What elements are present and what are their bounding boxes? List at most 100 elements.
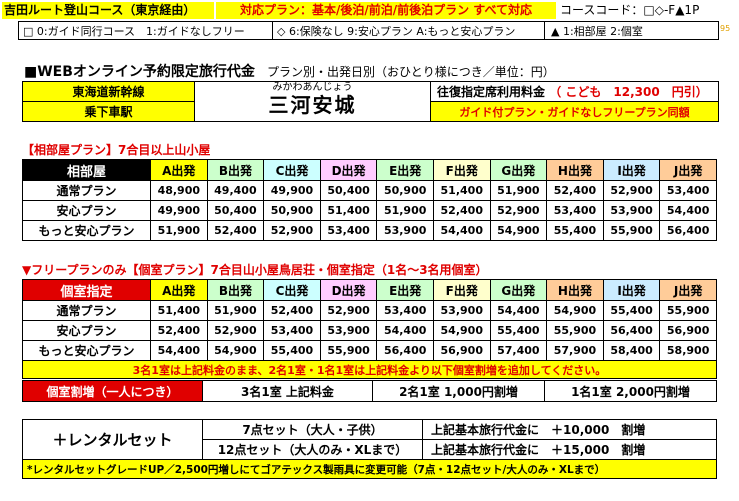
price-cell: 55,400	[489, 320, 548, 341]
price-cell: 52,900	[206, 320, 265, 341]
table-row: もっと安心プラン 54,400 54,900 55,400 55,900 56,…	[22, 340, 717, 361]
col-header-i: I出発	[602, 159, 661, 181]
price-cell: 51,400	[150, 300, 208, 321]
col-header-d: D出発	[319, 159, 378, 181]
price-cell: 55,400	[546, 220, 604, 241]
station-block: 東海道新幹線 みかわあんじょう 三河安城 往復指定席利用料金 （ こども 12,…	[22, 81, 719, 122]
private-section-title: ▼フリープランのみ【個室プラン】7合目山小屋鳥居荘・個室指定（1名～3名用個室）	[22, 263, 488, 277]
row-label: もっと安心プラン	[22, 340, 151, 361]
price-cell: 52,400	[546, 180, 604, 201]
price-cell: 51,900	[376, 200, 434, 221]
table-row: 安心プラン 52,400 52,900 53,400 53,900 54,400…	[22, 320, 717, 341]
course-code: コースコード：□◇-F▲1P	[560, 3, 700, 17]
rental-table: ＋レンタルセット 7点セット（大人・子供） 上記基本旅行代金に ＋10,000 …	[22, 419, 717, 479]
shared-table: 相部屋 A出発 B出発 C出発 D出発 E出発 F出発 G出発 H出発 I出発 …	[22, 159, 717, 241]
price-cell: 53,400	[263, 320, 321, 341]
fare-title-main: ■WEBオンライン予約限定旅行代金	[24, 64, 255, 80]
price-cell: 55,900	[546, 320, 604, 341]
row-label: 安心プラン	[22, 320, 151, 341]
col-header-h: H出発	[546, 279, 604, 301]
price-cell: 54,400	[150, 340, 208, 361]
price-cell: 53,400	[376, 300, 434, 321]
price-cell: 55,900	[659, 300, 717, 321]
price-cell: 56,900	[659, 320, 717, 341]
col-header-g: G出発	[489, 159, 548, 181]
surcharge-table: 個室割増（一人につき） 3名1室 上記料金 2名1室 1,000円割増 1名1室…	[22, 380, 717, 402]
price-cell: 53,400	[659, 180, 717, 201]
col-header-h: H出発	[546, 159, 604, 181]
price-cell: 53,400	[546, 200, 604, 221]
price-cell: 55,400	[263, 340, 321, 361]
price-cell: 52,900	[602, 180, 661, 201]
col-header-c: C出発	[263, 279, 321, 301]
col-header-f: F出発	[432, 279, 491, 301]
round-trip-cell: 往復指定席利用料金 （ こども 12,300 円引）	[430, 81, 719, 102]
price-cell: 50,400	[206, 200, 265, 221]
station-name: 三河安城	[268, 93, 357, 117]
col-header-f: F出発	[432, 159, 491, 181]
code-legend: □ 0:ガイド同行コース 1:ガイドなしフリー ◇ 6:保険なし 9:安心プラン…	[18, 21, 719, 40]
plan-support: 対応プラン：基本/後泊/前泊/前後泊プラン すべて対応	[216, 2, 556, 19]
surcharge-2-persons: 2名1室 1,000円割増	[372, 380, 545, 402]
col-header-j: J出発	[659, 159, 717, 181]
col-header-b: B出発	[206, 279, 265, 301]
price-cell: 50,400	[319, 180, 378, 201]
line-name: 東海道新幹線	[22, 81, 195, 102]
guide-note: ガイド付プラン・ガイドなしフリープラン同額	[430, 101, 719, 122]
price-cell: 55,900	[602, 220, 661, 241]
price-cell: 56,400	[602, 320, 661, 341]
price-cell: 52,900	[489, 200, 548, 221]
price-cell: 58,400	[602, 340, 661, 361]
price-cell: 54,400	[659, 200, 717, 221]
price-cell: 52,400	[206, 220, 265, 241]
row-label: 通常プラン	[22, 180, 151, 201]
price-cell: 54,900	[206, 340, 265, 361]
price-cell: 55,900	[319, 340, 378, 361]
price-cell: 51,400	[319, 200, 378, 221]
price-cell: 51,900	[150, 220, 208, 241]
station-cell: みかわあんじょう 三河安城	[194, 81, 431, 122]
col-header-a: A出発	[150, 159, 208, 181]
col-header-a: A出発	[150, 279, 208, 301]
price-cell: 51,400	[432, 180, 491, 201]
price-cell: 52,900	[263, 220, 321, 241]
price-cell: 56,400	[376, 340, 434, 361]
price-cell: 49,400	[206, 180, 265, 201]
surcharge-label: 個室割増（一人につき）	[22, 380, 203, 402]
row-label: 安心プラン	[22, 200, 151, 221]
price-cell: 50,900	[263, 200, 321, 221]
price-cell: 54,900	[546, 300, 604, 321]
price-cell: 51,900	[489, 180, 548, 201]
col-header-g: G出発	[489, 279, 548, 301]
price-cell: 56,900	[432, 340, 491, 361]
shared-corner: 相部屋	[22, 159, 151, 181]
price-cell: 53,400	[319, 220, 378, 241]
station-reading: みかわあんじょう	[272, 82, 353, 94]
rental-footnote: *レンタルセットグレードUP／2,500円増しにてゴアテックス製雨具に変更可能（…	[22, 459, 717, 479]
round-trip-label: 往復指定席利用料金	[437, 85, 546, 99]
col-header-i: I出発	[602, 279, 661, 301]
price-cell: 52,400	[263, 300, 321, 321]
shared-section-title: 【相部屋プラン】7合目以上山小屋	[22, 143, 211, 157]
row-label: もっと安心プラン	[22, 220, 151, 241]
price-cell: 54,400	[432, 220, 491, 241]
row-label: 通常プラン	[22, 300, 151, 321]
price-cell: 53,900	[602, 200, 661, 221]
price-cell: 54,900	[489, 220, 548, 241]
table-row: 通常プラン 48,900 49,400 49,900 50,400 50,900…	[22, 180, 717, 201]
price-cell: 58,900	[659, 340, 717, 361]
fare-title: ■WEBオンライン予約限定旅行代金 プラン別・出発日別（おひとり様につき／単位：…	[24, 63, 624, 81]
rental-set12-text: 上記基本旅行代金に ＋15,000 割増	[422, 439, 717, 460]
price-cell: 49,900	[263, 180, 321, 201]
code-legend-room: ▲ 1:相部屋 2:個室	[544, 21, 719, 40]
surcharge-3-persons: 3名1室 上記料金	[202, 380, 373, 402]
price-cell: 55,400	[602, 300, 661, 321]
code-legend-insurance: ◇ 6:保険なし 9:安心プラン A:もっと安心プラン	[272, 21, 545, 40]
price-cell: 51,900	[206, 300, 265, 321]
col-header-d: D出発	[319, 279, 378, 301]
price-cell: 48,900	[150, 180, 208, 201]
surcharge-1-person: 1名1室 2,000円割増	[544, 380, 717, 402]
price-cell: 53,900	[319, 320, 378, 341]
private-corner: 個室指定	[22, 279, 151, 301]
table-row: もっと安心プラン 51,900 52,400 52,900 53,400 53,…	[22, 220, 717, 241]
